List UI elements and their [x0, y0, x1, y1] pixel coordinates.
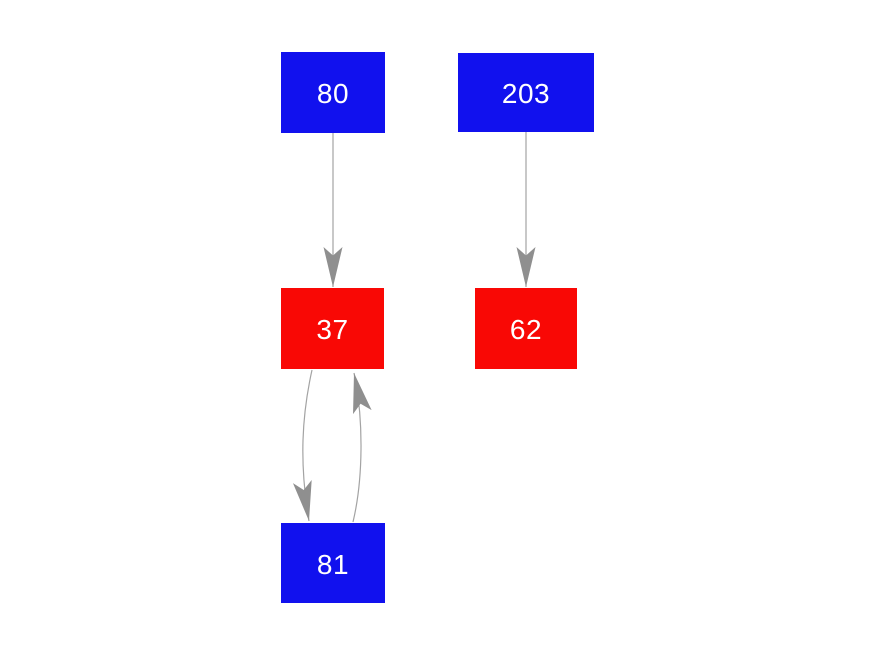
node-80-label: 80 [316, 78, 350, 109]
node-81[interactable]: 81 [281, 523, 385, 603]
node-62[interactable]: 62 [475, 288, 577, 369]
edge-81-to-37 [352, 372, 372, 523]
node-37[interactable]: 37 [281, 288, 384, 369]
node-203-label: 203 [501, 78, 551, 109]
node-80[interactable]: 80 [281, 52, 385, 133]
node-62-label: 62 [509, 314, 543, 345]
node-81-label: 81 [316, 548, 350, 580]
node-37-label: 37 [316, 314, 349, 345]
edge-37-to-81 [292, 369, 313, 522]
node-203[interactable]: 203 [458, 53, 594, 132]
